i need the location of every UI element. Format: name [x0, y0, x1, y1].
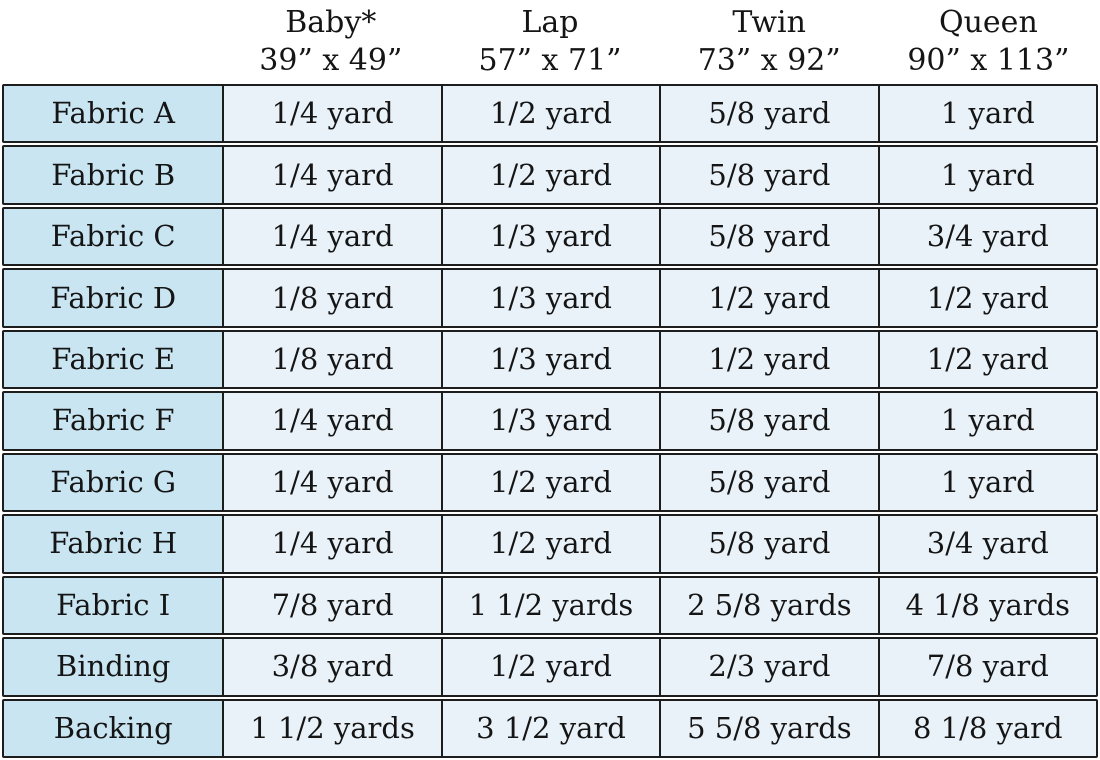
row-label-cell: Fabric I: [4, 577, 223, 634]
row-label-cell: Fabric F: [4, 393, 223, 449]
yardage-cell: 1/2 yard: [440, 516, 660, 572]
row-label-cell: Fabric D: [4, 270, 223, 326]
row-label-cell: Fabric E: [4, 331, 223, 388]
size-column-header-1: Baby* 39” x 49”: [221, 0, 440, 84]
yardage-cell: 3/4 yard: [877, 516, 1096, 572]
yardage-cell: 1/8 yard: [222, 331, 441, 388]
yardage-cell: 5/8 yard: [659, 516, 878, 572]
size-dimensions: 57” x 71”: [478, 43, 622, 78]
yardage-cell: 1/2 yard: [877, 270, 1096, 326]
size-name: Lap: [521, 5, 579, 40]
row-label-cell: Fabric A: [4, 86, 223, 142]
table-row: Fabric H 1/4 yard 1/2 yard 5/8 yard 3/4 yard: [2, 514, 1098, 574]
size-dimensions: 39” x 49”: [259, 43, 403, 78]
yardage-cell: 1/4 yard: [222, 147, 441, 203]
row-label-cell: Fabric B: [4, 147, 223, 203]
size-column-header-4: Queen 90” x 113”: [879, 0, 1098, 84]
row-label-column-header: [2, 0, 221, 84]
yardage-cell: 2 5/8 yards: [659, 577, 878, 634]
yardage-cell: 1/2 yard: [659, 331, 878, 388]
table-row: Fabric I 7/8 yard 1 1/2 yards 2 5/8 yards 4 …: [2, 575, 1098, 636]
yardage-cell: 7/8 yard: [877, 639, 1096, 695]
row-label-cell: Fabric H: [4, 516, 223, 572]
yardage-cell: 1 yard: [877, 147, 1096, 203]
yardage-cell: 1/4 yard: [222, 86, 441, 142]
yardage-cell: 3/8 yard: [222, 639, 441, 695]
yardage-cell: 1 1/2 yards: [440, 577, 660, 634]
table-row: Fabric D 1/8 yard 1/3 yard 1/2 yard 1/2 yard: [2, 268, 1098, 328]
yardage-cell: 8 1/8 yard: [877, 700, 1096, 756]
yardage-cell: 1/2 yard: [659, 270, 878, 326]
yardage-cell: 4 1/8 yards: [877, 577, 1096, 634]
table-header: Baby* 39” x 49” Lap 57” x 71” Twin 73” x 92” Q…: [2, 0, 1098, 84]
yardage-cell: 1/8 yard: [222, 270, 441, 326]
yardage-cell: 1/3 yard: [440, 331, 660, 388]
table-body: Fabric A 1/4 yard 1/2 yard 5/8 yard 1 yard Fa…: [2, 84, 1098, 758]
yardage-cell: 5 5/8 yards: [659, 700, 878, 756]
yardage-cell: 1/2 yard: [440, 147, 660, 203]
row-label-cell: Backing: [4, 700, 223, 756]
table-row: Fabric B 1/4 yard 1/2 yard 5/8 yard 1 yard: [2, 145, 1098, 205]
yardage-cell: 1/2 yard: [877, 331, 1096, 388]
yardage-cell: 1/3 yard: [440, 208, 660, 265]
size-column-header-3: Twin 73” x 92”: [660, 0, 879, 84]
yardage-cell: 1 yard: [877, 393, 1096, 449]
size-column-header-2: Lap 57” x 71”: [440, 0, 659, 84]
yardage-cell: 3/4 yard: [877, 208, 1096, 265]
yardage-cell: 1/4 yard: [222, 393, 441, 449]
table-row: Fabric F 1/4 yard 1/3 yard 5/8 yard 1 yard: [2, 391, 1098, 451]
yardage-cell: 5/8 yard: [659, 393, 878, 449]
yardage-cell: 1/2 yard: [440, 454, 660, 511]
yardage-cell: 1 yard: [877, 86, 1096, 142]
yardage-cell: 1/4 yard: [222, 454, 441, 511]
yardage-cell: 1/3 yard: [440, 270, 660, 326]
table-row: Backing 1 1/2 yards 3 1/2 yard 5 5/8 yards 8…: [2, 698, 1098, 758]
table-row: Binding 3/8 yard 1/2 yard 2/3 yard 7/8 yard: [2, 637, 1098, 697]
size-dimensions: 90” x 113”: [907, 43, 1070, 78]
row-label-cell: Fabric G: [4, 454, 223, 511]
yardage-cell: 5/8 yard: [659, 454, 878, 511]
size-dimensions: 73” x 92”: [697, 43, 841, 78]
size-name: Baby*: [285, 5, 377, 40]
yardage-cell: 5/8 yard: [659, 86, 878, 142]
size-name: Twin: [732, 5, 806, 40]
table-row: Fabric A 1/4 yard 1/2 yard 5/8 yard 1 yard: [2, 84, 1098, 144]
row-label-cell: Binding: [4, 639, 223, 695]
size-name: Queen: [939, 5, 1038, 40]
row-label-cell: Fabric C: [4, 208, 223, 265]
yardage-cell: 2/3 yard: [659, 639, 878, 695]
table-row: Fabric E 1/8 yard 1/3 yard 1/2 yard 1/2 yard: [2, 329, 1098, 390]
yardage-cell: 5/8 yard: [659, 208, 878, 265]
yardage-cell: 5/8 yard: [659, 147, 878, 203]
yardage-cell: 1 1/2 yards: [222, 700, 441, 756]
yardage-cell: 1/4 yard: [222, 208, 441, 265]
yardage-cell: 1 yard: [877, 454, 1096, 511]
yardage-cell: 1/2 yard: [440, 86, 660, 142]
yardage-cell: 3 1/2 yard: [440, 700, 660, 756]
yardage-cell: 1/3 yard: [440, 393, 660, 449]
table-row: Fabric C 1/4 yard 1/3 yard 5/8 yard 3/4 yard: [2, 206, 1098, 267]
table-row: Fabric G 1/4 yard 1/2 yard 5/8 yard 1 yard: [2, 452, 1098, 513]
yardage-cell: 1/4 yard: [222, 516, 441, 572]
yardage-cell: 7/8 yard: [222, 577, 441, 634]
yardage-cell: 1/2 yard: [440, 639, 660, 695]
